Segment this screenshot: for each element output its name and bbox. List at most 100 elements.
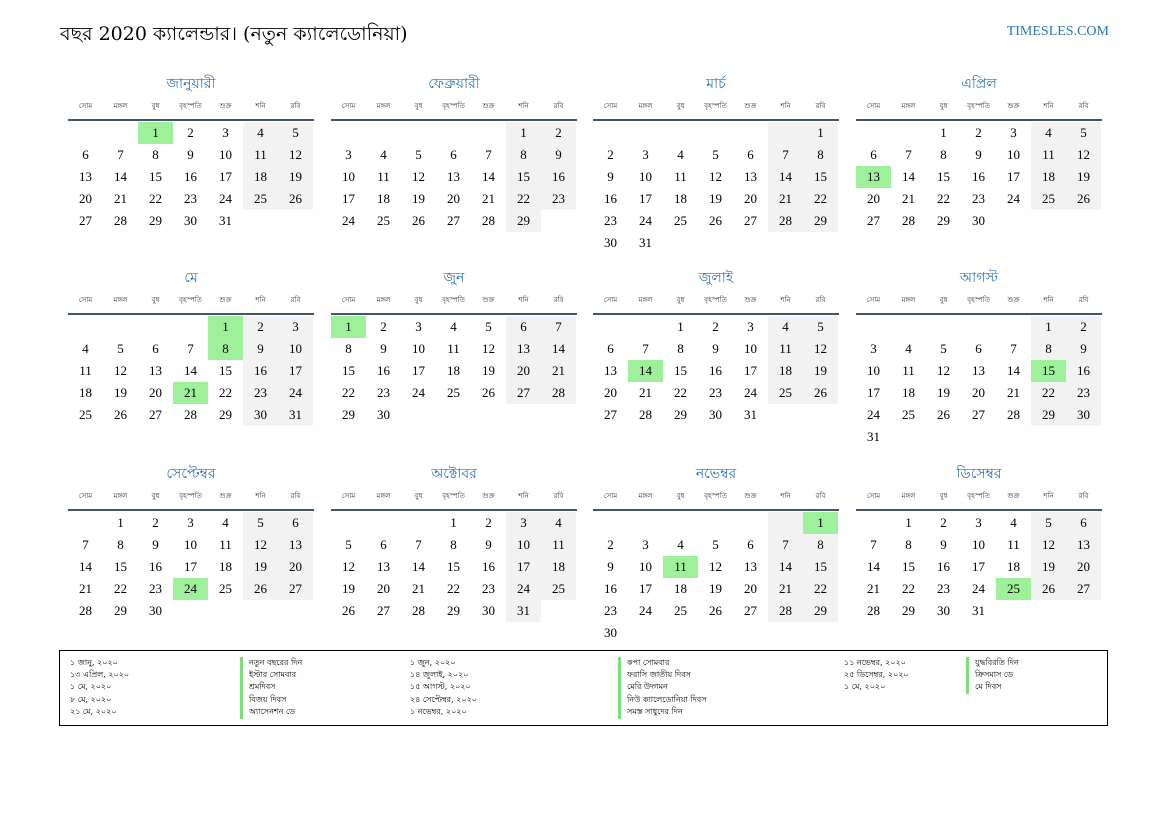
day-cell: 28 — [482, 213, 495, 228]
day-cell: 13 — [744, 169, 757, 184]
empty-day-cell — [733, 622, 768, 644]
week-list: 1 2 3 4 5 6 7 8 9 10 11 12 13 14 15 16 17 18 19 20 21 22 23 24 2… — [68, 315, 314, 426]
day-cell: 2 — [712, 319, 719, 334]
empty-day-cell — [891, 316, 926, 338]
week-row: 10 11 12 13 14 15 16 — [856, 360, 1102, 382]
day-cell: 25 — [674, 213, 687, 228]
site-link[interactable]: TIMESLES.COM — [1006, 24, 1109, 39]
day-cell: 24 — [219, 191, 232, 206]
empty-day-cell — [243, 600, 278, 622]
day-cell: 23 — [184, 191, 197, 206]
legend-column: ১১ নভেম্বর, ২০২০ যুদ্ধবিরতি দিন ২৫ ডিসেম্ব… — [834, 656, 1019, 695]
week-row: 23 24 25 26 27 28 29 — [593, 210, 839, 232]
day-cell: 9 — [243, 338, 278, 360]
weekday-label: মঙ্গল — [376, 296, 391, 304]
day-cell: 17 — [972, 559, 985, 574]
legend-item: ১ মে, ২০২০ মে দিবস — [834, 681, 1019, 695]
day-cell: 18 — [447, 363, 460, 378]
day-cell: 1 — [506, 122, 541, 144]
week-row: 24 25 26 27 28 29 30 — [856, 404, 1102, 426]
day-cell: 19 — [114, 385, 127, 400]
day-cell: 22 — [219, 385, 232, 400]
weekday-header: সোম মঙ্গল বুধ বৃহস্পতি শুক্র শনি রবি — [593, 291, 839, 309]
empty-day-cell — [541, 404, 576, 426]
weekday-label: রবি — [290, 102, 301, 110]
day-cell: 15 — [506, 166, 541, 188]
day-cell: 3 — [870, 341, 877, 356]
legend-item: ১৪ জুলাই, ২০২০ ফরাসি জাতীয় দিবস — [400, 669, 707, 683]
day-cell: 28 — [412, 603, 425, 618]
empty-day-cell — [1066, 426, 1101, 448]
day-cell: 6 — [607, 341, 614, 356]
day-cell: 1 — [450, 515, 457, 530]
day-cell: 30 — [243, 404, 278, 426]
weekday-label: শুক্র — [482, 492, 495, 500]
weekday-header: সোম মঙ্গল বুধ বৃহস্পতি শুক্র শনি রবি — [331, 97, 577, 115]
day-cell: 5 — [117, 341, 124, 356]
day-cell: 12 — [243, 534, 278, 556]
weekday-label: সোম — [78, 102, 93, 110]
weekday-label: মঙ্গল — [901, 296, 916, 304]
day-cell: 18 — [79, 385, 92, 400]
week-list: 1 2 3 4 5 6 7 8 9 10 11 12 13 14 15 16 17 18 19 20 21 22 23 24 2… — [593, 121, 839, 254]
day-cell: 26 — [937, 407, 950, 422]
empty-day-cell — [663, 512, 698, 534]
empty-day-cell — [593, 122, 628, 144]
holiday-day-cell: 1 — [331, 316, 366, 338]
day-cell: 11 — [1031, 144, 1066, 166]
week-list: 1 2 3 4 5 6 7 8 9 10 11 12 13 14 15 16 17 18 19 20 21 22 23 24 2… — [593, 315, 839, 426]
empty-day-cell — [436, 404, 471, 426]
day-cell: 12 — [1031, 534, 1066, 556]
day-cell: 14 — [1007, 363, 1020, 378]
weekday-label: সোম — [866, 296, 881, 304]
day-cell: 20 — [604, 385, 617, 400]
weekday-label: শুক্র — [744, 296, 757, 304]
weekday-label: বুধ — [414, 102, 423, 110]
day-cell: 21 — [867, 581, 880, 596]
weekday-label: শুক্র — [219, 492, 232, 500]
day-cell: 6 — [870, 147, 877, 162]
day-cell: 14 — [541, 338, 576, 360]
week-row: 24 25 26 27 28 29 — [331, 210, 577, 232]
day-cell: 24 — [639, 213, 652, 228]
day-cell: 2 — [485, 515, 492, 530]
day-cell: 8 — [803, 144, 838, 166]
day-cell: 3 — [506, 512, 541, 534]
empty-day-cell — [138, 316, 173, 338]
legend-column: ১ জুন, ২০২০ কপা সোমবার ১৪ জুলাই, ২০২০ ফরাসি… — [400, 656, 707, 720]
empty-day-cell — [628, 122, 663, 144]
holiday-day-cell: 14 — [628, 360, 663, 382]
week-row: 28 29 30 — [68, 600, 314, 622]
weekday-label: বৃহস্পতি — [179, 492, 202, 500]
day-cell: 14 — [768, 556, 803, 578]
day-cell: 4 — [677, 537, 684, 552]
day-cell: 6 — [152, 341, 159, 356]
day-cell: 1 — [905, 515, 912, 530]
holiday-name: নিউ ক্যালেডোনিয়া দিবস — [618, 693, 707, 707]
day-cell: 15 — [342, 363, 355, 378]
week-row: 21 22 23 24 25 26 27 — [856, 578, 1102, 600]
day-cell: 16 — [243, 360, 278, 382]
day-cell: 5 — [415, 147, 422, 162]
week-list: 1 2 3 4 5 6 7 8 9 10 11 12 13 14 15 16 17 18 19 20 21 22 23 24 2… — [68, 121, 314, 232]
day-cell: 19 — [709, 191, 722, 206]
empty-day-cell — [1066, 600, 1101, 622]
week-row: 23 24 25 26 27 28 29 — [593, 600, 839, 622]
day-cell: 7 — [415, 537, 422, 552]
weekday-label: বুধ — [939, 296, 948, 304]
empty-day-cell — [733, 512, 768, 534]
week-row: 20 21 22 23 24 25 26 — [68, 188, 314, 210]
month-title: মার্চ — [706, 76, 726, 92]
day-cell: 8 — [1031, 338, 1066, 360]
day-cell: 25 — [219, 581, 232, 596]
day-cell: 27 — [447, 213, 460, 228]
weekday-header: সোম মঙ্গল বুধ বৃহস্পতি শুক্র শনি রবি — [68, 291, 314, 309]
empty-day-cell — [173, 600, 208, 622]
day-cell: 24 — [972, 581, 985, 596]
day-cell: 4 — [541, 512, 576, 534]
empty-day-cell — [733, 122, 768, 144]
legend-item: ১ জানু, ২০২০ নতুন বছরের দিন — [60, 656, 302, 670]
empty-day-cell — [891, 426, 926, 448]
